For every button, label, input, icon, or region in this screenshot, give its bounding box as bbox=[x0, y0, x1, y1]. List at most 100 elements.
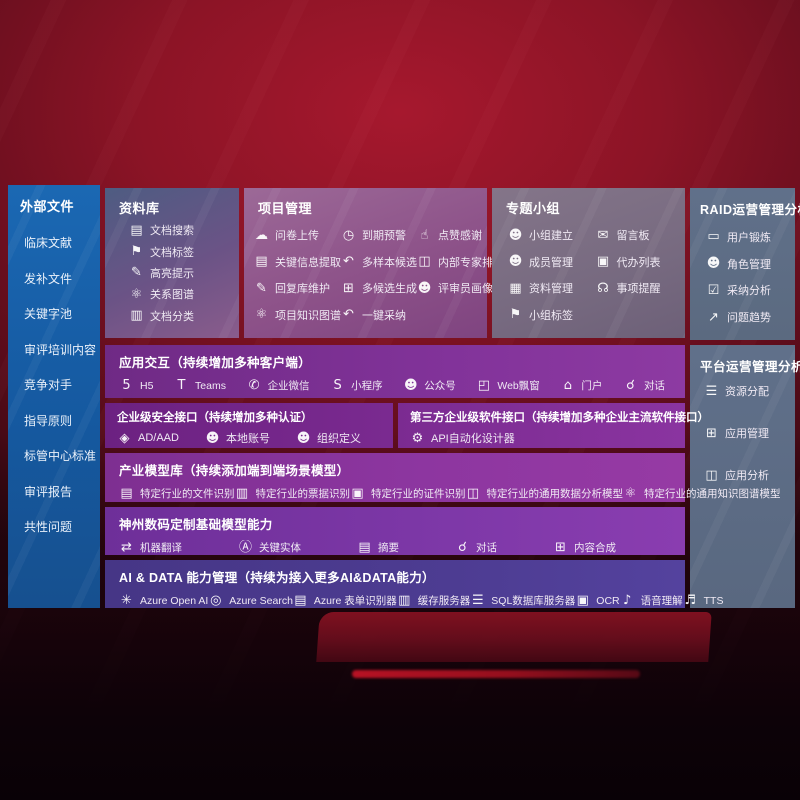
external-files-list: 临床文献 发补文件 关键字池 审评培训内容 竞争对手 指导原则 标管中心标准 审… bbox=[8, 215, 100, 545]
band-security-interface: 企业级安全接口（持续增加多种认证） ◈ AD/AAD ☻ 本地账号 ☻ 组织定义 bbox=[105, 403, 393, 448]
feature-item: T Teams bbox=[174, 379, 226, 392]
feature-label: 应用分析 bbox=[725, 470, 769, 482]
feature-label: 用户锻炼 bbox=[727, 231, 771, 244]
list-item-label: 标管中心标准 bbox=[24, 449, 97, 464]
feature-item: ▤ 特定行业的文件识别 bbox=[119, 486, 235, 501]
translate-icon: ⇄ bbox=[121, 540, 132, 555]
feature-label: Teams bbox=[195, 379, 226, 392]
list-item: 临床文献 bbox=[24, 225, 100, 261]
feature-label: 回复库维护 bbox=[275, 283, 330, 296]
thumbs-up-icon: ☝ bbox=[420, 227, 429, 243]
feature-item: ◫ 内部专家排名 bbox=[417, 254, 504, 270]
feature-label: 特定行业的通用数据分析模型 bbox=[486, 488, 624, 500]
bell-icon: ☊ bbox=[597, 280, 609, 296]
band-thirdparty-interface: 第三方企业级软件接口（持续增加多种企业主流软件接口） ⚙ API自动化设计器 bbox=[398, 403, 709, 448]
list-item: 竞争对手 bbox=[24, 367, 100, 403]
feature-label: Azure Search bbox=[229, 594, 293, 607]
feature-item: ◎ Azure Search bbox=[208, 594, 293, 607]
feature-label: 小组标签 bbox=[529, 309, 573, 322]
feature-item: ☻ 组织定义 bbox=[296, 430, 361, 446]
list-item-label: 共性问题 bbox=[24, 520, 73, 535]
todo-list-icon: ▣ bbox=[596, 254, 610, 270]
id-recog-icon: ▣ bbox=[351, 486, 364, 501]
feature-item: ↶ 多样本候选 bbox=[341, 254, 417, 270]
list-item: 指导原则 bbox=[24, 403, 100, 439]
feature-label: OCR bbox=[596, 594, 620, 607]
panel-external-files: 外部文件 临床文献 发补文件 关键字池 审评培训内容 竞争对手 指导原则 标管中… bbox=[8, 185, 100, 608]
feature-label: 特定行业的文件识别 bbox=[140, 488, 235, 500]
list-item-label: 审评培训内容 bbox=[24, 342, 97, 357]
feature-label: 事项提醒 bbox=[616, 283, 661, 296]
cloud-upload-icon: ☁ bbox=[255, 227, 268, 243]
ai-data-row: ✳ Azure Open AI ◎ Azure Search ▤ Azure 表… bbox=[119, 593, 723, 608]
data-model-icon: ◫ bbox=[466, 486, 480, 501]
qa-chat-icon: ☑ bbox=[707, 282, 720, 298]
app-grid-icon: ⊞ bbox=[706, 425, 717, 441]
feature-label: 成员管理 bbox=[529, 256, 573, 269]
feature-label: 资料管理 bbox=[529, 283, 573, 296]
feature-label: Azure Open AI bbox=[140, 594, 209, 607]
feature-item: ⚛ 特定行业的通用知识图谱模型 bbox=[623, 486, 781, 501]
sql-server-icon: ☰ bbox=[471, 593, 484, 608]
feature-label: 一键采纳 bbox=[362, 309, 406, 322]
feature-item: ↗ 问题趋势 bbox=[706, 309, 795, 325]
feature-label: 企业微信 bbox=[267, 380, 310, 392]
feature-label: 评审员画像 bbox=[438, 283, 493, 296]
ranking-icon: ◫ bbox=[418, 254, 431, 270]
alarm-icon: ◷ bbox=[342, 227, 355, 243]
feature-label: 文档标签 bbox=[150, 246, 194, 259]
arrow-adopt-icon: ↶ bbox=[343, 307, 354, 323]
feature-item: ☝ 点赞感谢 bbox=[417, 227, 504, 243]
invoice-recog-icon: ▥ bbox=[235, 486, 249, 501]
web-popup-icon: ◰ bbox=[477, 378, 490, 393]
feature-item: ☻ 评审员画像 bbox=[417, 280, 504, 296]
feature-label: 对话 bbox=[476, 542, 497, 554]
feature-label: 组织定义 bbox=[316, 433, 361, 445]
feature-item: ☊ 事项提醒 bbox=[596, 280, 684, 296]
feature-label: 小程序 bbox=[351, 380, 383, 392]
list-item-label: 指导原则 bbox=[24, 413, 73, 428]
feature-item: ⚛ 项目知识图谱 bbox=[254, 307, 341, 323]
chat-icon: ☌ bbox=[626, 378, 635, 393]
feature-item: 5 H5 bbox=[119, 379, 153, 392]
feature-label: 资源分配 bbox=[725, 386, 769, 398]
feature-item: ▤ 文档搜索 bbox=[129, 222, 239, 238]
feature-item: ⚙ API自动化设计器 bbox=[410, 430, 515, 446]
list-item: 审评报告 bbox=[24, 474, 100, 510]
material-manage-icon: ▦ bbox=[509, 280, 522, 296]
api-designer-icon: ⚙ bbox=[411, 430, 424, 446]
panel-title: 平台运营管理分析 bbox=[700, 360, 800, 374]
feature-label: 关系图谱 bbox=[150, 289, 194, 302]
knowledge-graph-icon: ⚛ bbox=[255, 307, 268, 323]
chat-icon: ☌ bbox=[458, 540, 467, 555]
base-models-row: ⇄ 机器翻译 Ⓐ 关键实体 ▤ 摘要 ☌ 对话 ⊞ 内容合成 bbox=[119, 540, 671, 555]
kg-model-icon: ⚛ bbox=[624, 486, 637, 501]
list-item: 审评培训内容 bbox=[24, 332, 100, 368]
feature-item: ⊞ 多候选生成 bbox=[341, 280, 417, 296]
portal-icon: ⌂ bbox=[563, 378, 572, 393]
feature-label: 留言板 bbox=[616, 230, 650, 243]
azure-search-icon: ◎ bbox=[210, 593, 222, 608]
feature-item: ☻ 角色管理 bbox=[706, 256, 795, 272]
openai-icon: ✳ bbox=[121, 593, 132, 608]
feature-label: 本地账号 bbox=[225, 433, 270, 445]
band-title: 产业模型库（持续添加端到端场景模型） bbox=[119, 464, 350, 478]
feature-label: 机器翻译 bbox=[140, 542, 182, 554]
feature-item: ☑ 采纳分析 bbox=[706, 282, 795, 298]
feature-item: ✳ Azure Open AI bbox=[119, 594, 208, 607]
feature-label: AD/AAD bbox=[138, 432, 179, 444]
person-icon: ☻ bbox=[417, 280, 432, 296]
feature-label: TTS bbox=[703, 594, 724, 607]
feature-label: 小组建立 bbox=[529, 230, 573, 243]
summary-icon: ▤ bbox=[358, 540, 371, 555]
list-item-label: 临床文献 bbox=[24, 236, 73, 251]
feature-item: ⊞ 应用管理 bbox=[704, 425, 795, 441]
security-row: ◈ AD/AAD ☻ 本地账号 ☻ 组织定义 bbox=[117, 430, 381, 446]
library-list: ▤ 文档搜索 ⚑ 文档标签 ✎ 高亮提示 ⚛ 关系图谱 ▥ 文档分类 bbox=[105, 217, 239, 329]
form-recognizer-icon: ▤ bbox=[294, 593, 307, 608]
feature-item: ◈ AD/AAD bbox=[117, 432, 179, 445]
app-analysis-icon: ◫ bbox=[705, 467, 718, 483]
doc-search-icon: ▤ bbox=[130, 222, 143, 238]
feature-item: ☌ 对话 bbox=[623, 378, 665, 393]
